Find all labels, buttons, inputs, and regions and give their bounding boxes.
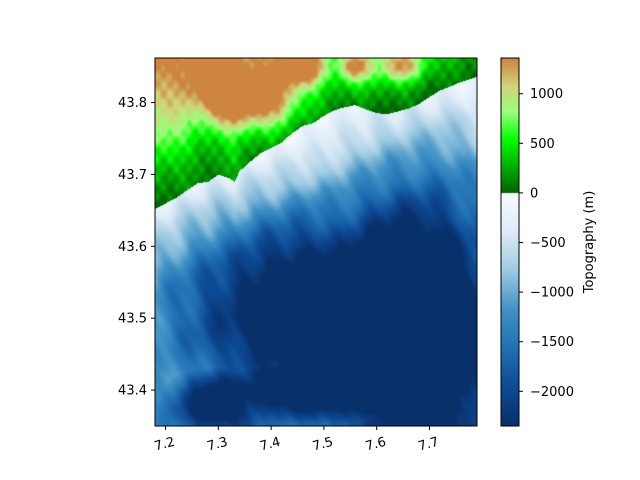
x-tick-label: 7.2 xyxy=(153,435,177,455)
x-tick-label: 7.5 xyxy=(311,435,335,455)
x-tick-label: 7.7 xyxy=(417,435,441,455)
y-tick-label: 43.7 xyxy=(118,168,147,183)
colorbar-tick-label: 500 xyxy=(530,137,555,152)
y-tick-label: 43.4 xyxy=(118,384,147,399)
x-tick-label: 7.4 xyxy=(258,435,282,455)
colorbar-tick-label: −2000 xyxy=(530,385,574,400)
y-tick-label: 43.5 xyxy=(118,312,147,327)
colorbar-tick-label: −500 xyxy=(530,236,566,251)
topography-heatmap xyxy=(155,58,477,426)
colorbar: −2000 −1500 −1000 −500 0 500 1000 Topography (… xyxy=(500,57,597,427)
colorbar-tick-label: −1000 xyxy=(530,286,574,301)
colorbar-tick-label: −1500 xyxy=(530,335,574,350)
y-axis: 43.4 43.5 43.6 43.7 43.8 xyxy=(118,96,155,399)
x-tick-label: 7.6 xyxy=(364,435,388,455)
colorbar-label: Topography (m) xyxy=(582,191,597,295)
colorbar-tick-label: 0 xyxy=(530,186,538,201)
plot-area xyxy=(154,57,478,427)
colorbar-tick-label: 1000 xyxy=(530,87,563,102)
x-tick-label: 7.3 xyxy=(206,435,230,455)
plot-frame xyxy=(154,57,478,427)
x-axis: 7.2 7.3 7.4 7.5 7.6 7.7 xyxy=(153,426,441,455)
y-tick-label: 43.8 xyxy=(118,96,147,111)
colorbar-ticks: −2000 −1500 −1000 −500 0 500 1000 xyxy=(519,87,574,400)
colorbar-gradient xyxy=(501,58,519,426)
y-tick-label: 43.6 xyxy=(118,240,147,255)
